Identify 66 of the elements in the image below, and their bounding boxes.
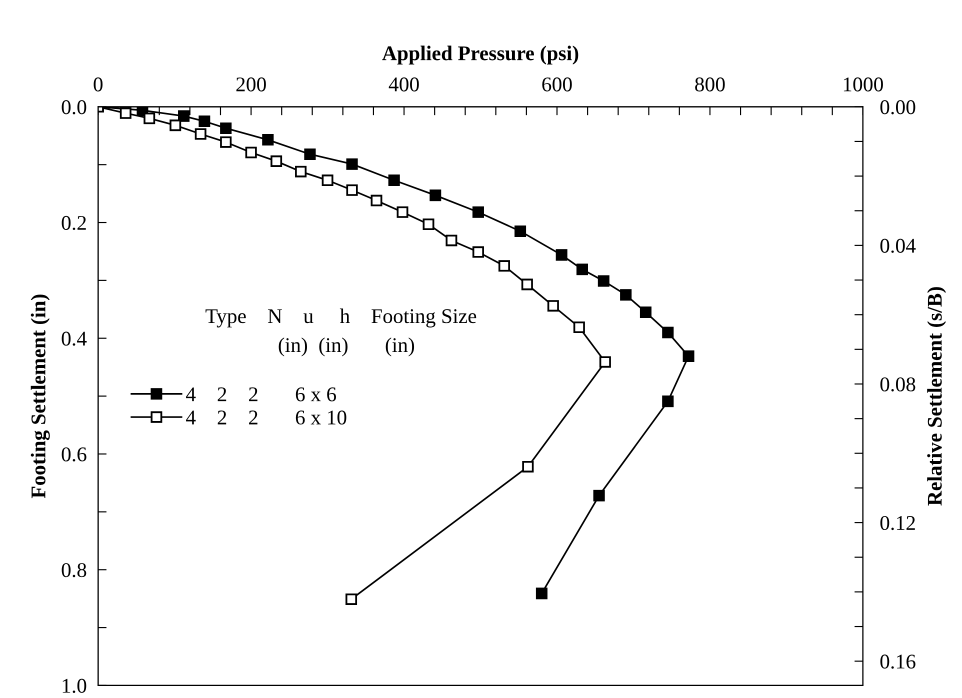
x-tick-label: 600 [542, 77, 572, 92]
point [262, 134, 274, 146]
point [304, 148, 316, 160]
point [322, 174, 334, 186]
point [346, 158, 358, 170]
point [120, 107, 132, 119]
point [573, 321, 585, 334]
y-tick-label: 0.2 [62, 216, 86, 230]
point [682, 350, 694, 362]
point [220, 122, 232, 134]
point [472, 206, 484, 218]
point [170, 120, 182, 132]
annotation: (in) (in) (in) [278, 337, 414, 356]
point [514, 225, 526, 237]
y-tick-label: 0.4 [62, 332, 87, 346]
legend-label: 4 2 2 6 x 10 [186, 410, 346, 425]
point [144, 112, 156, 124]
y-tick-label: 0.8 [62, 563, 86, 578]
x-axis-title: Applied Pressure (psi) [382, 46, 578, 65]
point [598, 275, 610, 287]
y2-tick-label: 0.08 [880, 377, 916, 392]
point [576, 264, 588, 276]
point [270, 155, 282, 167]
point [662, 326, 674, 338]
point [220, 136, 232, 148]
y-tick-label: 0.6 [62, 447, 86, 462]
point [472, 246, 484, 258]
y2-tick-label: 0.00 [880, 100, 916, 114]
point [593, 490, 605, 502]
point [295, 166, 307, 178]
annotation: Type N u h Footing Size [206, 308, 476, 328]
y-axis-title: Footing Settlement (in) [30, 294, 50, 498]
x-tick-label: 1000 [844, 77, 883, 92]
point [498, 260, 510, 272]
x-tick-label: 200 [236, 77, 266, 92]
point [198, 115, 210, 128]
y2-axis-title: Relative Settlement (s/B) [927, 287, 946, 506]
point [396, 206, 408, 218]
point [640, 306, 652, 318]
y2-tick-label: 0.04 [880, 238, 916, 253]
y2-tick-label: 0.12 [880, 516, 915, 530]
point [521, 278, 533, 290]
point [346, 593, 358, 605]
x-tick-label: 0 [94, 77, 103, 92]
point [446, 234, 458, 246]
point [547, 300, 559, 312]
legend-label: 4 2 2 6 x 6 [186, 387, 336, 402]
point [522, 460, 534, 472]
point [346, 184, 358, 196]
point [245, 146, 257, 158]
point [370, 194, 382, 206]
point [556, 249, 568, 261]
point [620, 289, 632, 301]
point [194, 128, 206, 140]
point [422, 218, 434, 230]
point [178, 110, 190, 122]
y2-tick-label: 0.16 [880, 654, 916, 669]
point [599, 356, 611, 368]
point [388, 174, 400, 186]
point [536, 588, 548, 600]
point [430, 190, 442, 202]
x-tick-label: 400 [388, 77, 419, 92]
point [662, 396, 674, 408]
y-tick-label: 1.0 [62, 678, 86, 693]
y-tick-label: 0.0 [62, 100, 86, 114]
x-tick-label: 800 [695, 77, 725, 92]
